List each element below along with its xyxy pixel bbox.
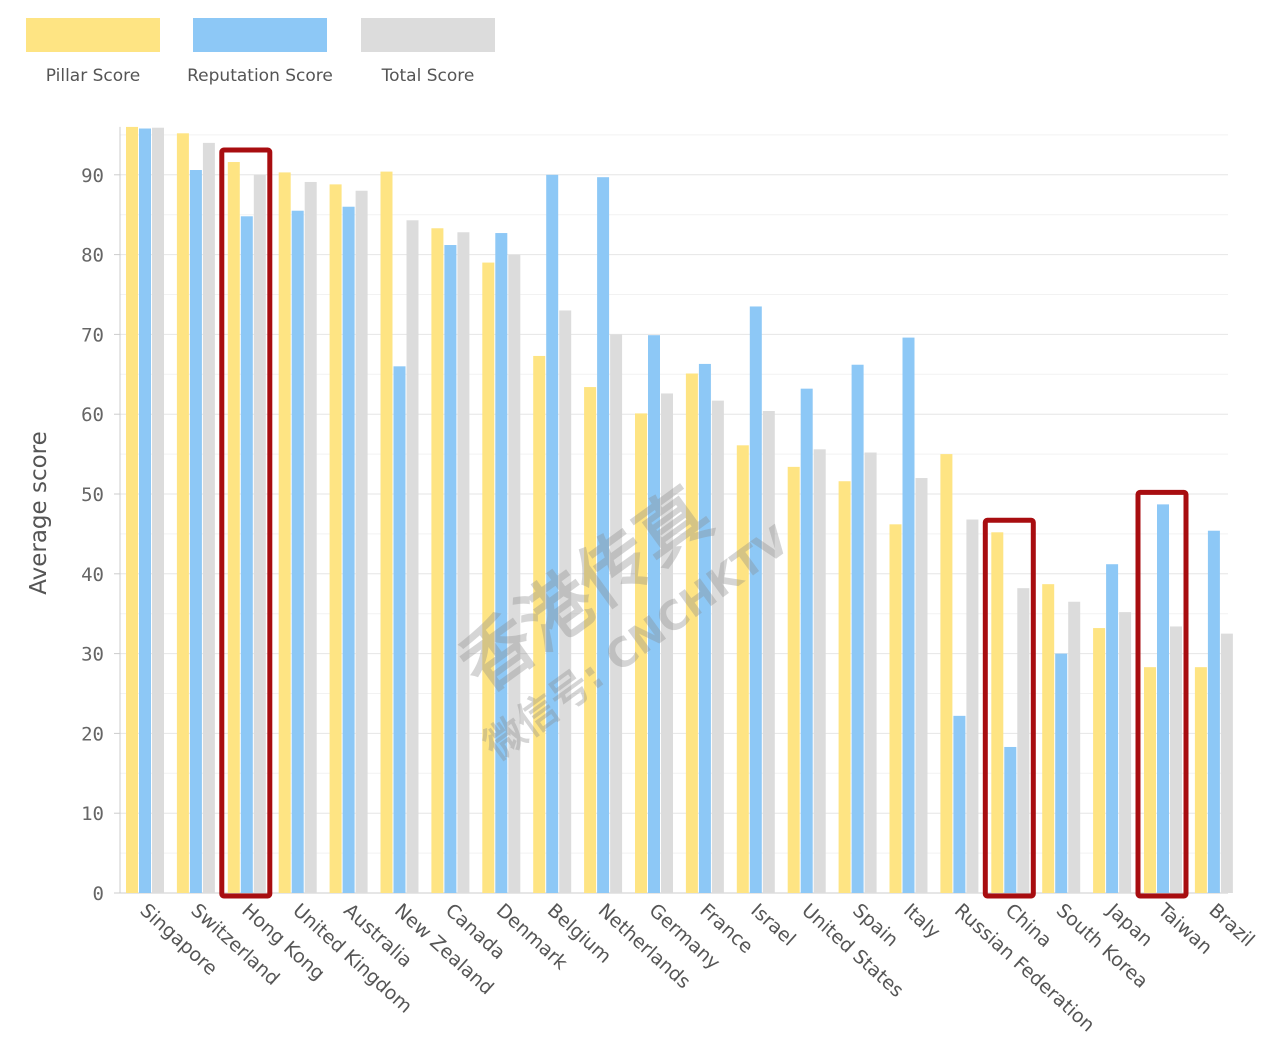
bar-total-score-singapore bbox=[152, 127, 164, 893]
bar-reputation-score-australia bbox=[342, 206, 355, 894]
bar-reputation-score-japan bbox=[1106, 564, 1119, 893]
legend-label-total-score: Total Score bbox=[381, 66, 475, 86]
bar-total-score-canada bbox=[457, 232, 470, 894]
bar-total-score-israel bbox=[762, 411, 775, 893]
bar-pillar-score-france bbox=[685, 373, 698, 893]
y-tick-label: 10 bbox=[81, 803, 104, 825]
bar-total-score-japan bbox=[1119, 612, 1132, 893]
bar-reputation-score-israel bbox=[749, 306, 762, 894]
bar-reputation-score-france bbox=[698, 363, 711, 893]
legend-swatch-reputation-score bbox=[193, 18, 327, 52]
bar-reputation-score-brazil bbox=[1207, 530, 1220, 893]
y-tick-label: 30 bbox=[81, 644, 104, 666]
bar-total-score-switzerland bbox=[202, 142, 215, 893]
bar-total-score-united-states bbox=[813, 449, 826, 893]
bars bbox=[126, 126, 1233, 894]
y-tick-label: 90 bbox=[81, 165, 104, 187]
bar-pillar-score-china bbox=[991, 532, 1004, 893]
bar-pillar-score-israel bbox=[736, 445, 749, 893]
bar-pillar-score-netherlands bbox=[584, 387, 597, 893]
y-tick-label: 40 bbox=[81, 564, 104, 586]
legend-label-reputation-score: Reputation Score bbox=[187, 66, 333, 86]
bar-reputation-score-germany bbox=[648, 335, 660, 893]
highlight-box-china bbox=[982, 517, 1036, 899]
x-tick-label-taiwan: Taiwan bbox=[1153, 899, 1216, 959]
bar-reputation-score-italy bbox=[902, 337, 915, 893]
bar-total-score-denmark bbox=[508, 254, 521, 894]
bar-pillar-score-australia bbox=[329, 184, 342, 894]
bar-pillar-score-switzerland bbox=[176, 133, 189, 893]
legend-swatch-total-score bbox=[361, 18, 495, 52]
highlight-box-hong-kong bbox=[219, 147, 273, 899]
y-tick-label: 60 bbox=[81, 404, 104, 426]
y-tick-label: 0 bbox=[93, 883, 104, 905]
bar-reputation-score-canada bbox=[444, 245, 457, 894]
legend-swatch-pillar-score bbox=[26, 18, 160, 52]
bar-total-score-russian-federation bbox=[966, 519, 979, 893]
bar-reputation-score-taiwan bbox=[1157, 504, 1169, 893]
y-tick-label: 80 bbox=[81, 245, 104, 267]
bar-pillar-score-new-zealand bbox=[380, 171, 393, 893]
bar-pillar-score-canada bbox=[431, 228, 444, 894]
bar-total-score-hong-kong bbox=[253, 174, 266, 894]
bar-reputation-score-belgium bbox=[546, 174, 559, 894]
y-axis-label: Average score bbox=[26, 431, 52, 595]
bar-pillar-score-spain bbox=[838, 481, 851, 893]
x-tick-label-italy: Italy bbox=[899, 899, 944, 943]
bar-pillar-score-united-kingdom bbox=[278, 172, 291, 893]
bar-pillar-score-russian-federation bbox=[940, 454, 953, 893]
bar-pillar-score-singapore bbox=[126, 126, 138, 894]
bar-total-score-italy bbox=[915, 478, 928, 893]
bar-pillar-score-south-korea bbox=[1042, 584, 1055, 893]
bar-total-score-united-kingdom bbox=[304, 181, 317, 893]
bar-reputation-score-united-states bbox=[800, 388, 813, 893]
highlight-box-taiwan bbox=[1135, 489, 1189, 899]
legend-label-pillar-score: Pillar Score bbox=[46, 66, 140, 86]
bar-total-score-australia bbox=[355, 190, 368, 893]
y-tick-label: 70 bbox=[81, 324, 104, 346]
bar-reputation-score-china bbox=[1004, 746, 1017, 893]
bar-reputation-score-new-zealand bbox=[393, 366, 406, 893]
bar-pillar-score-denmark bbox=[482, 262, 495, 894]
bar-total-score-belgium bbox=[559, 310, 572, 894]
bar-pillar-score-taiwan bbox=[1144, 667, 1156, 893]
bar-total-score-spain bbox=[864, 452, 877, 893]
bar-reputation-score-spain bbox=[851, 364, 864, 893]
bar-pillar-score-united-states bbox=[787, 466, 800, 893]
y-tick-label: 50 bbox=[81, 484, 104, 506]
bar-reputation-score-switzerland bbox=[189, 170, 202, 894]
bar-reputation-score-singapore bbox=[139, 128, 151, 894]
bar-total-score-new-zealand bbox=[406, 220, 419, 893]
bar-total-score-south-korea bbox=[1068, 601, 1081, 893]
bar-total-score-taiwan bbox=[1170, 626, 1182, 893]
highlight-boxes bbox=[219, 147, 1189, 899]
bar-total-score-netherlands bbox=[610, 334, 623, 893]
bar-pillar-score-japan bbox=[1093, 628, 1106, 893]
bar-pillar-score-belgium bbox=[533, 355, 546, 893]
y-tick-label: 20 bbox=[81, 723, 104, 745]
bar-total-score-china bbox=[1017, 588, 1030, 893]
y-axis: 0 10 20 30 40 50 60 70 80 90 bbox=[81, 165, 120, 905]
bar-reputation-score-hong-kong bbox=[240, 216, 253, 893]
bar-pillar-score-brazil bbox=[1194, 667, 1207, 893]
bar-pillar-score-italy bbox=[889, 524, 902, 893]
bar-reputation-score-united-kingdom bbox=[291, 210, 304, 893]
bar-total-score-germany bbox=[661, 393, 673, 893]
bar-reputation-score-netherlands bbox=[597, 177, 610, 894]
bar-total-score-brazil bbox=[1220, 633, 1233, 893]
legend: Pillar Score Reputation Score Total Score bbox=[26, 18, 495, 86]
bar-pillar-score-hong-kong bbox=[227, 162, 240, 894]
bar-reputation-score-russian-federation bbox=[953, 715, 966, 893]
bar-pillar-score-germany bbox=[635, 413, 647, 893]
bar-total-score-france bbox=[711, 400, 724, 893]
bar-reputation-score-denmark bbox=[495, 233, 508, 893]
bar-reputation-score-south-korea bbox=[1055, 653, 1068, 893]
